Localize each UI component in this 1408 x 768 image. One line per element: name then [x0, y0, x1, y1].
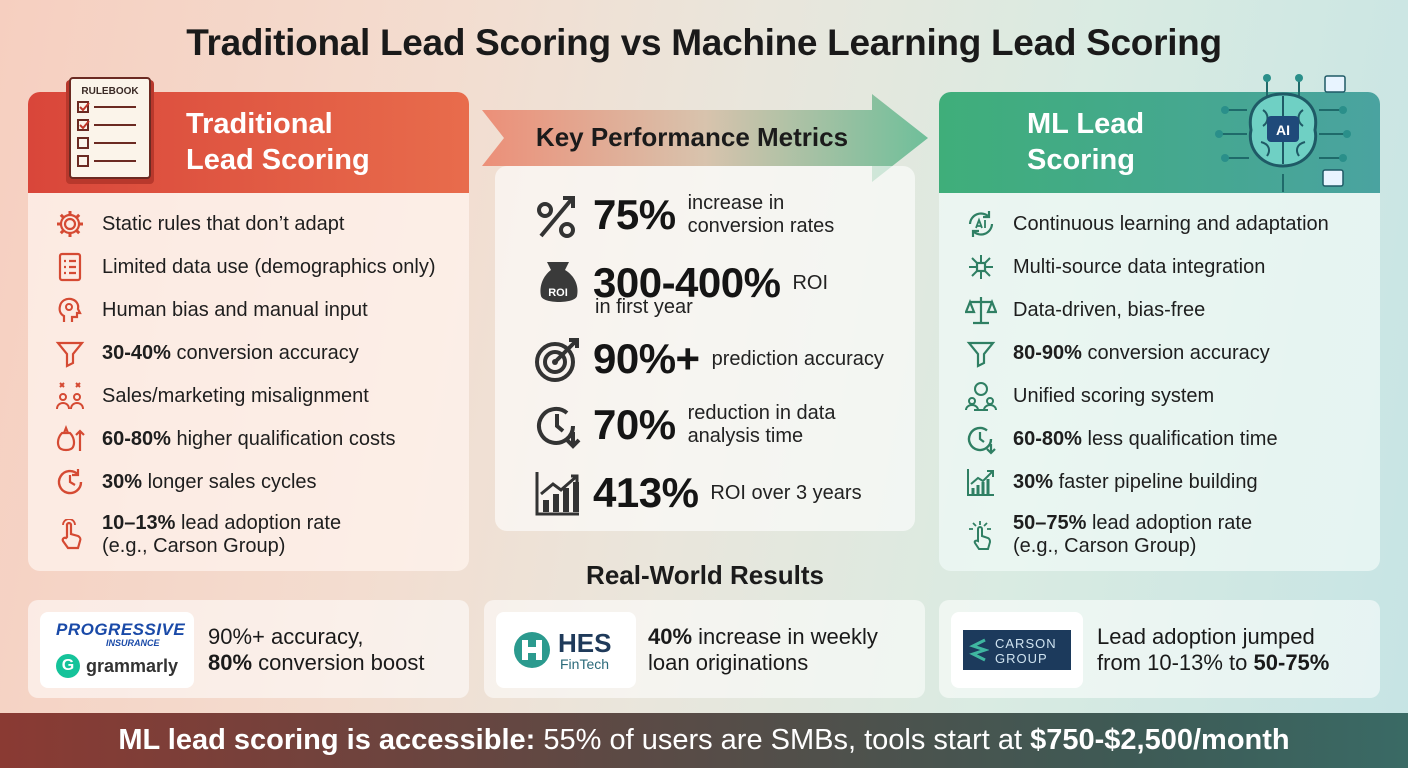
rulebook-label: RULEBOOK — [81, 86, 139, 97]
carson-logo: CARSON — [995, 636, 1057, 651]
clock-down-icon — [961, 422, 1001, 456]
hes-logo: HES — [558, 628, 612, 658]
ml-item-multi-source: Multi-source data integration — [961, 247, 1368, 287]
footer-banner: ML lead scoring is accessible: 55% of us… — [0, 713, 1408, 768]
network-icon — [961, 250, 1001, 284]
progressive-logo: PROGRESSIVE — [56, 620, 186, 639]
ml-item-unified-scoring: Unified scoring system — [961, 376, 1368, 416]
result-text-hes: 40% increase in weekly loan originations — [648, 624, 878, 675]
ai-cycle-icon — [961, 207, 1001, 241]
result-card-progressive-grammarly: PROGRESSIVE INSURANCE G grammarly 90%+ a… — [28, 600, 469, 698]
growth-chart-icon — [961, 465, 1001, 499]
unified-people-icon — [961, 379, 1001, 413]
progressive-logo-sub: INSURANCE — [106, 638, 160, 648]
page-title: Traditional Lead Scoring vs Machine Lear… — [186, 22, 1222, 63]
real-world-results-title: Real-World Results — [586, 560, 824, 590]
ml-header: ML Lead Scoring AI — [939, 74, 1380, 193]
people-conflict-icon — [50, 379, 90, 413]
metric-conversion: 75% increase in conversion rates — [533, 190, 834, 240]
metrics-box: 75% increase in conversion rates ROI 300-… — [495, 166, 915, 531]
metric-prediction: 90%+ prediction accuracy — [533, 334, 884, 384]
svg-text:ROI: ROI — [548, 287, 568, 299]
ml-item-qualification-time: 60-80% less qualification time — [961, 419, 1368, 459]
result-card-hes: HES FinTech 40% increase in weekly loan o… — [484, 600, 925, 698]
logo-progressive-grammarly: PROGRESSIVE INSURANCE G grammarly — [40, 612, 194, 688]
svg-text:AI: AI — [1276, 122, 1290, 138]
logo-hes-fintech: HES FinTech — [496, 612, 636, 688]
metrics-arrow — [482, 94, 928, 182]
rulebook-icon: RULEBOOK — [66, 77, 154, 184]
head-icon — [50, 293, 90, 327]
trad-item-misalignment: Sales/marketing misalignment — [50, 376, 457, 416]
result-text-progressive: 90%+ accuracy, 80% conversion boost — [208, 624, 425, 675]
funnel-icon — [50, 336, 90, 370]
hes-logo-sub: FinTech — [560, 656, 610, 672]
ml-panel: ML Lead Scoring AI Continuous learning a… — [939, 74, 1380, 571]
carson-logo-icon — [969, 638, 989, 662]
funnel-icon — [961, 336, 1001, 370]
gear-icon — [50, 207, 90, 241]
money-up-icon — [50, 422, 90, 456]
trad-item-static-rules: Static rules that don’t adapt — [50, 204, 457, 244]
roi-bag-icon: ROI — [540, 262, 578, 302]
percent-icon — [537, 196, 575, 238]
ml-title: ML Lead Scoring — [1027, 108, 1145, 176]
trad-item-sales-cycles: 30% longer sales cycles — [50, 462, 457, 502]
grammarly-icon: G — [56, 654, 80, 678]
logo-carson-group: CARSON GROUP — [951, 612, 1083, 688]
hes-logo-icon — [514, 632, 550, 668]
hand-network-icon — [961, 518, 1001, 552]
clock-down-icon — [537, 407, 581, 449]
carson-logo-sub: GROUP — [995, 651, 1048, 666]
grammarly-logo: grammarly — [86, 656, 179, 676]
bar-growth-icon — [535, 472, 579, 516]
trad-item-human-bias: Human bias and manual input — [50, 290, 457, 330]
metric-roi-3-years: 413% ROI over 3 years — [533, 468, 862, 518]
scale-icon — [961, 293, 1001, 327]
carson-logo-bg: CARSON GROUP — [963, 630, 1071, 670]
traditional-panel: RULEBOOK Traditional Lead Scoring Static… — [28, 77, 469, 571]
trad-item-conversion-accuracy: 30-40% conversion accuracy — [50, 333, 457, 373]
ml-item-data-driven: Data-driven, bias-free — [961, 290, 1368, 330]
result-text-carson: Lead adoption jumped from 10-13% to 50-75… — [1097, 624, 1330, 675]
ml-item-adoption-rate: 50–75% lead adoption rate (e.g., Carson G… — [961, 510, 1368, 560]
metric-roi-first-year: ROI 300-400% ROI — [533, 258, 828, 308]
list-icon — [50, 250, 90, 284]
ai-brain-icon: AI — [1215, 74, 1351, 192]
hand-click-icon — [50, 518, 90, 552]
trad-item-qualification-costs: 60-80% higher qualification costs — [50, 419, 457, 459]
metrics-header: Key Performance Metrics — [535, 122, 849, 152]
trad-item-limited-data: Limited data use (demographics only) — [50, 247, 457, 287]
metric-analysis-time: 70% reduction in data analysis time — [533, 400, 835, 450]
trad-item-adoption-rate: 10–13% lead adoption rate (e.g., Carson G… — [50, 510, 457, 560]
ml-item-pipeline: 30% faster pipeline building — [961, 462, 1368, 502]
target-icon — [535, 338, 579, 382]
result-card-carson: CARSON GROUP Lead adoption jumped from 10… — [939, 600, 1380, 698]
ml-item-conversion-accuracy: 80-90% conversion accuracy — [961, 333, 1368, 373]
metric-roi-sub: in first year — [595, 296, 693, 318]
clock-icon — [50, 465, 90, 499]
ml-item-continuous-learning: Continuous learning and adaptation — [961, 204, 1368, 244]
traditional-header: RULEBOOK Traditional Lead Scoring — [28, 77, 469, 193]
traditional-title: Traditional Lead Scoring — [186, 108, 370, 176]
